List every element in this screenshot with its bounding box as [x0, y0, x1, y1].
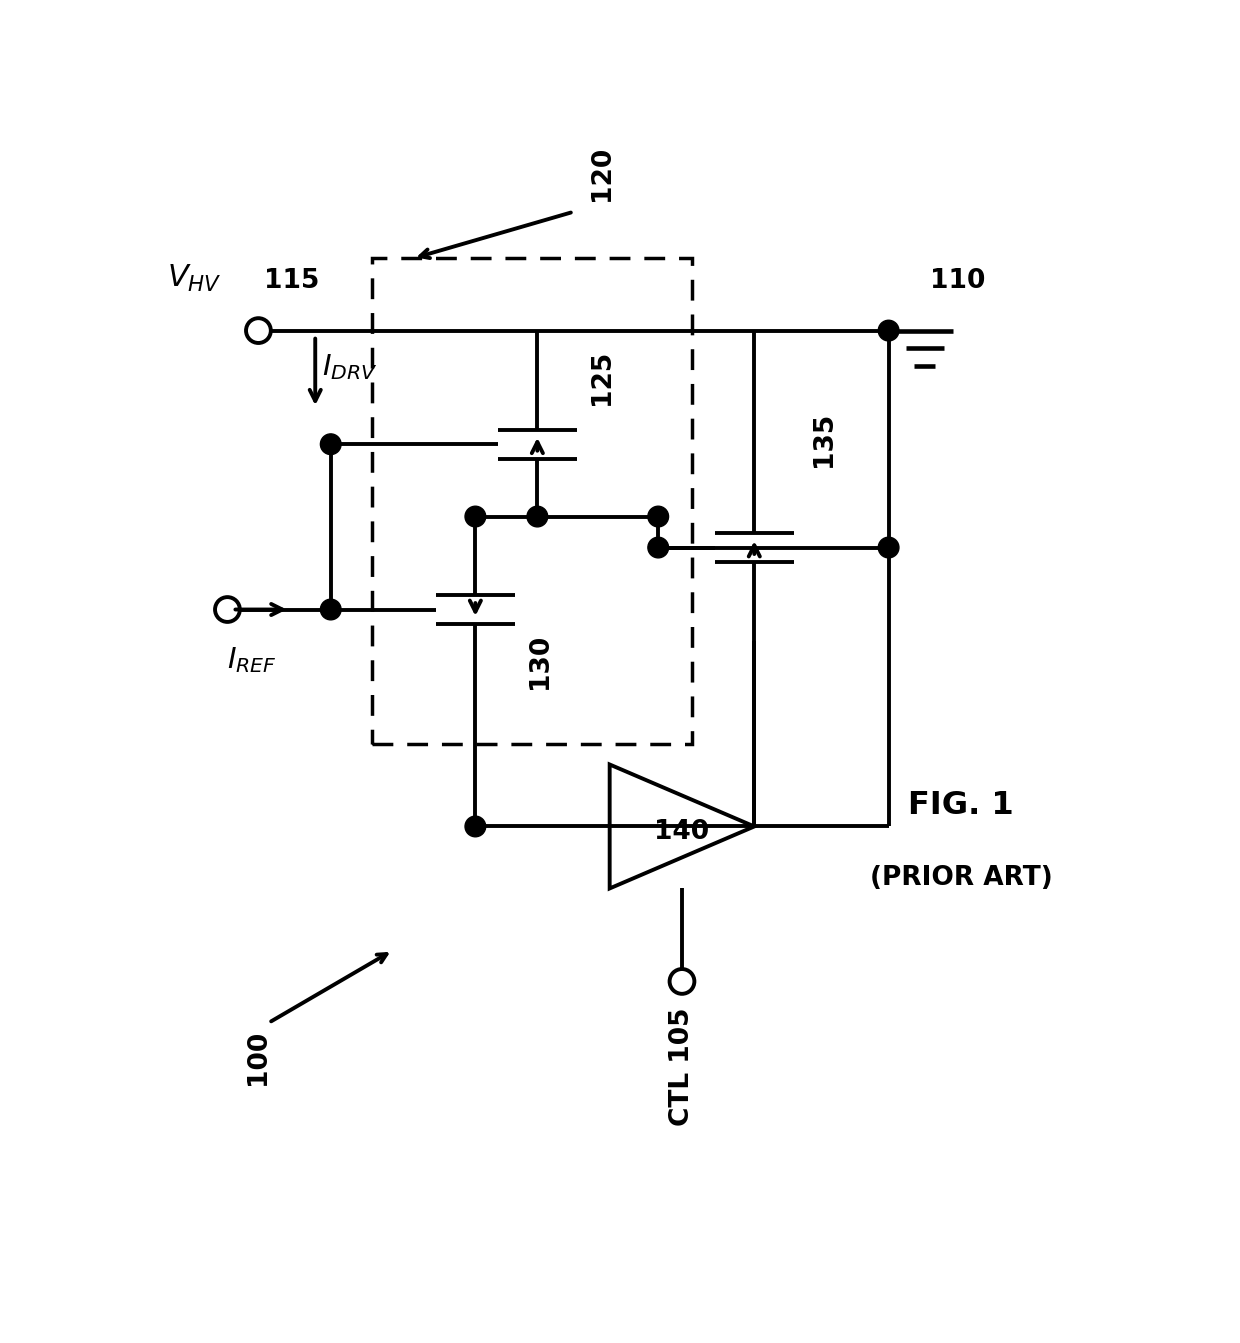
Text: FIG. 1: FIG. 1 — [908, 790, 1014, 822]
Circle shape — [465, 506, 486, 526]
Text: 120: 120 — [589, 146, 615, 201]
Circle shape — [670, 970, 694, 994]
Text: 125: 125 — [589, 349, 615, 404]
Circle shape — [215, 598, 239, 622]
Circle shape — [527, 506, 548, 526]
Text: 135: 135 — [811, 411, 837, 466]
Text: 140: 140 — [655, 819, 709, 845]
Circle shape — [465, 817, 486, 837]
Text: $V_{HV}$: $V_{HV}$ — [167, 263, 222, 294]
Text: $I_{REF}$: $I_{REF}$ — [227, 646, 277, 676]
Circle shape — [647, 506, 668, 526]
Circle shape — [647, 537, 668, 557]
Bar — [372, 258, 692, 744]
Text: $I_{DRV}$: $I_{DRV}$ — [322, 352, 378, 381]
Circle shape — [320, 599, 341, 620]
Circle shape — [878, 537, 899, 557]
Text: 110: 110 — [930, 269, 986, 294]
Circle shape — [878, 320, 899, 341]
Circle shape — [246, 318, 270, 342]
Text: 130: 130 — [527, 634, 553, 689]
Text: (PRIOR ART): (PRIOR ART) — [869, 865, 1053, 892]
Text: 115: 115 — [264, 269, 319, 294]
Text: 100: 100 — [246, 1030, 272, 1085]
Circle shape — [320, 434, 341, 454]
Text: CTL 105: CTL 105 — [670, 1007, 694, 1125]
